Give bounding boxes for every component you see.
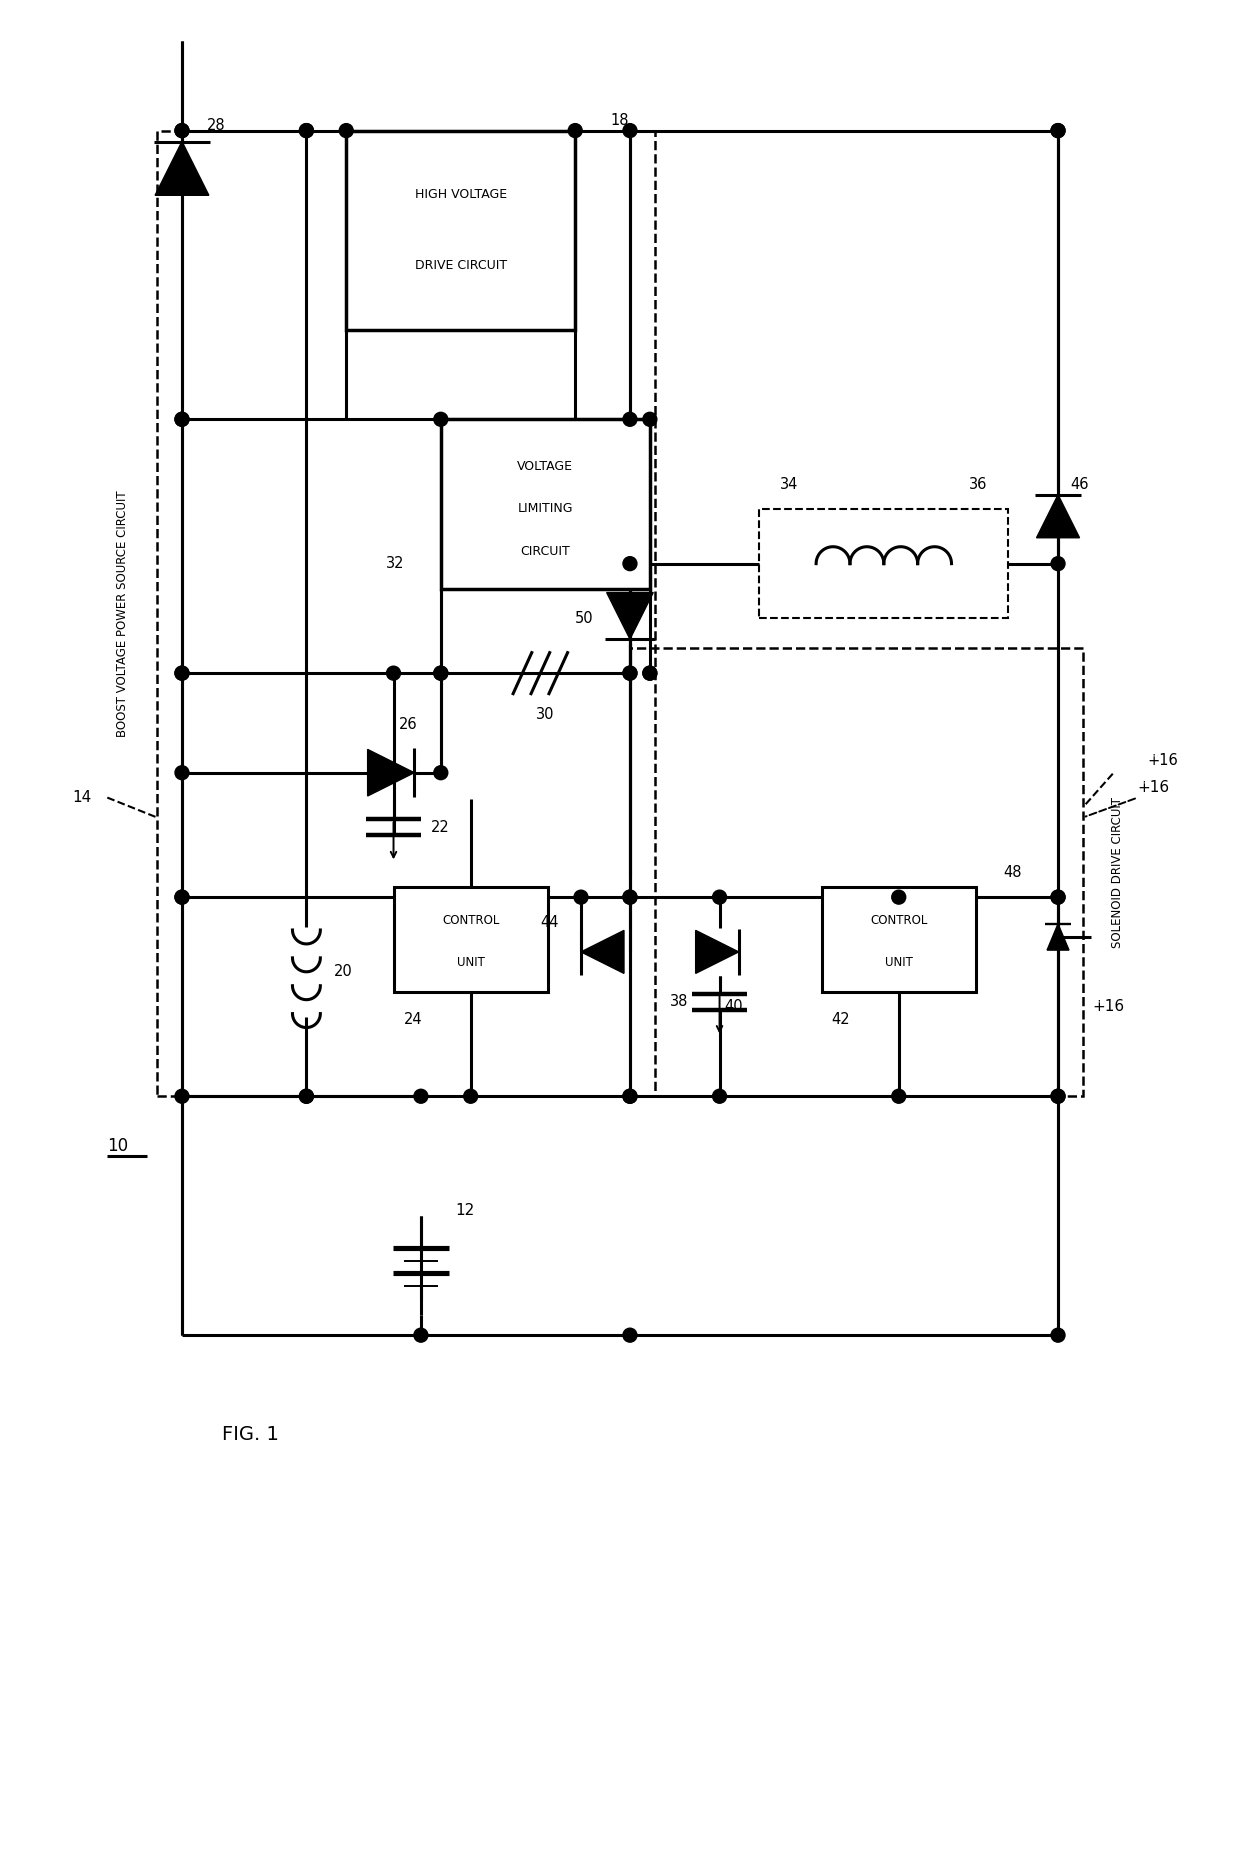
Circle shape [1052,1328,1065,1343]
Text: LIMITING: LIMITING [517,503,573,516]
Text: 32: 32 [386,555,404,572]
Circle shape [414,1328,428,1343]
Bar [630,648,1083,1096]
Text: ∔16: ∔16 [1092,999,1125,1014]
Circle shape [299,1090,314,1103]
Circle shape [642,412,657,427]
Text: HIGH VOLTAGE: HIGH VOLTAGE [414,188,507,201]
Circle shape [1052,890,1065,904]
Bar [346,130,575,331]
Circle shape [299,124,314,137]
Text: VOLTAGE: VOLTAGE [517,461,573,474]
Text: 36: 36 [970,477,987,492]
Circle shape [175,890,188,904]
Text: 38: 38 [670,993,688,1008]
Circle shape [434,412,448,427]
Text: 48: 48 [1003,865,1022,880]
Circle shape [434,667,448,680]
Polygon shape [155,141,208,195]
Text: 40: 40 [724,999,743,1014]
Text: 14: 14 [72,789,92,806]
Circle shape [175,1090,188,1103]
Circle shape [622,890,637,904]
Circle shape [622,124,637,137]
Circle shape [175,412,188,427]
Circle shape [1052,124,1065,137]
Circle shape [574,890,588,904]
Polygon shape [1037,494,1080,539]
Circle shape [299,124,314,137]
Polygon shape [696,930,739,973]
Circle shape [622,1090,637,1103]
Circle shape [622,667,637,680]
Text: SOLENOID DRIVE CIRCUIT: SOLENOID DRIVE CIRCUIT [1111,797,1125,947]
Circle shape [175,124,188,137]
Polygon shape [582,930,624,973]
Bar [157,130,655,1096]
Circle shape [642,667,657,680]
Text: 28: 28 [207,119,226,134]
Circle shape [1052,1090,1065,1103]
Text: FIG. 1: FIG. 1 [222,1424,279,1445]
Circle shape [568,124,582,137]
Circle shape [434,765,448,780]
Circle shape [622,1328,637,1343]
Circle shape [892,890,905,904]
Circle shape [1052,124,1065,137]
Circle shape [713,890,727,904]
Circle shape [175,412,188,427]
Text: 30: 30 [536,708,554,722]
Text: CONTROL: CONTROL [441,914,500,927]
Text: 46: 46 [1070,477,1089,492]
Circle shape [1052,1090,1065,1103]
Circle shape [892,1090,905,1103]
Circle shape [642,667,657,680]
Circle shape [387,667,401,680]
Text: 26: 26 [398,717,417,732]
Text: 24: 24 [403,1012,422,1027]
Circle shape [175,124,188,137]
Polygon shape [367,750,414,797]
Text: CIRCUIT: CIRCUIT [521,544,570,557]
Text: BOOST VOLTAGE POWER SOURCE CIRCUIT: BOOST VOLTAGE POWER SOURCE CIRCUIT [115,490,129,737]
Circle shape [175,765,188,780]
Bar [822,888,976,992]
Text: UNIT: UNIT [456,956,485,969]
Text: ∔16: ∔16 [1148,752,1178,767]
Circle shape [622,1090,637,1103]
Text: 20: 20 [335,964,353,979]
Circle shape [622,890,637,904]
Text: 34: 34 [780,477,799,492]
Text: 42: 42 [832,1012,851,1027]
Text: DRIVE CIRCUIT: DRIVE CIRCUIT [414,260,507,273]
Circle shape [434,667,448,680]
Text: 50: 50 [575,611,594,626]
Circle shape [299,1090,314,1103]
Circle shape [175,890,188,904]
Text: 12: 12 [456,1203,475,1218]
Text: 18: 18 [610,113,629,128]
Polygon shape [606,592,653,639]
Text: UNIT: UNIT [885,956,913,969]
Polygon shape [1047,923,1069,951]
Bar [759,509,1008,618]
Text: 22: 22 [432,821,450,836]
Circle shape [622,412,637,427]
Circle shape [414,1090,428,1103]
Text: 44: 44 [541,914,559,930]
Circle shape [622,667,637,680]
Bar [440,420,650,589]
Circle shape [1052,557,1065,570]
Circle shape [175,667,188,680]
Bar [393,888,548,992]
Circle shape [713,1090,727,1103]
Text: ∔16: ∔16 [1137,780,1169,795]
Text: 10: 10 [108,1136,129,1155]
Text: CONTROL: CONTROL [870,914,928,927]
Circle shape [340,124,353,137]
Circle shape [464,1090,477,1103]
Circle shape [175,667,188,680]
Circle shape [1052,890,1065,904]
Circle shape [622,557,637,570]
